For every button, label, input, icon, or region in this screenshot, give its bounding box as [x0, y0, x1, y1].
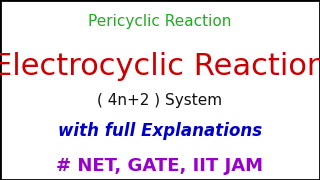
Text: Pericyclic Reaction: Pericyclic Reaction [88, 14, 232, 29]
Text: with full Explanations: with full Explanations [58, 122, 262, 140]
Text: Electrocyclic Reaction: Electrocyclic Reaction [0, 52, 320, 81]
Text: # NET, GATE, IIT JAM: # NET, GATE, IIT JAM [57, 157, 263, 175]
Text: ( 4n+2 ) System: ( 4n+2 ) System [97, 93, 223, 108]
